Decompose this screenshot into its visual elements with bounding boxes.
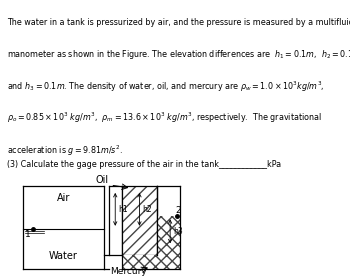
Text: manometer as shown in the Figure. The elevation differences are  $h_1=0.1m$,  $h: manometer as shown in the Figure. The el…: [7, 48, 350, 61]
Text: 2: 2: [175, 205, 181, 215]
Text: Air: Air: [57, 193, 70, 203]
Text: h3: h3: [173, 227, 183, 236]
Text: The water in a tank is pressurized by air, and the pressure is measured by a mul: The water in a tank is pressurized by ai…: [7, 18, 350, 27]
Text: Water: Water: [49, 251, 78, 261]
Text: h1: h1: [118, 205, 128, 214]
Text: and $h_3=0.1m$. The density of water, oil, and mercury are $\rho_w = 1.0\times10: and $h_3=0.1m$. The density of water, oi…: [7, 79, 324, 93]
Text: Mercury: Mercury: [110, 267, 147, 277]
Text: $\rho_o=0.85\times 10^3\ kg/m^3$,  $\rho_m = 13.6\times 10^3\ kg/m^3$, respectiv: $\rho_o=0.85\times 10^3\ kg/m^3$, $\rho_…: [7, 111, 322, 125]
Text: 1: 1: [25, 230, 31, 239]
Text: acceleration is $g=9.81m/s^2$.: acceleration is $g=9.81m/s^2$.: [7, 144, 123, 158]
Bar: [122, 187, 157, 255]
Text: (3) Calculate the gage pressure of the air in the tank____________kPa: (3) Calculate the gage pressure of the a…: [7, 160, 281, 169]
Bar: [122, 255, 180, 269]
Text: h2: h2: [143, 205, 152, 214]
Bar: [157, 216, 180, 255]
Text: Oil: Oil: [96, 175, 109, 185]
